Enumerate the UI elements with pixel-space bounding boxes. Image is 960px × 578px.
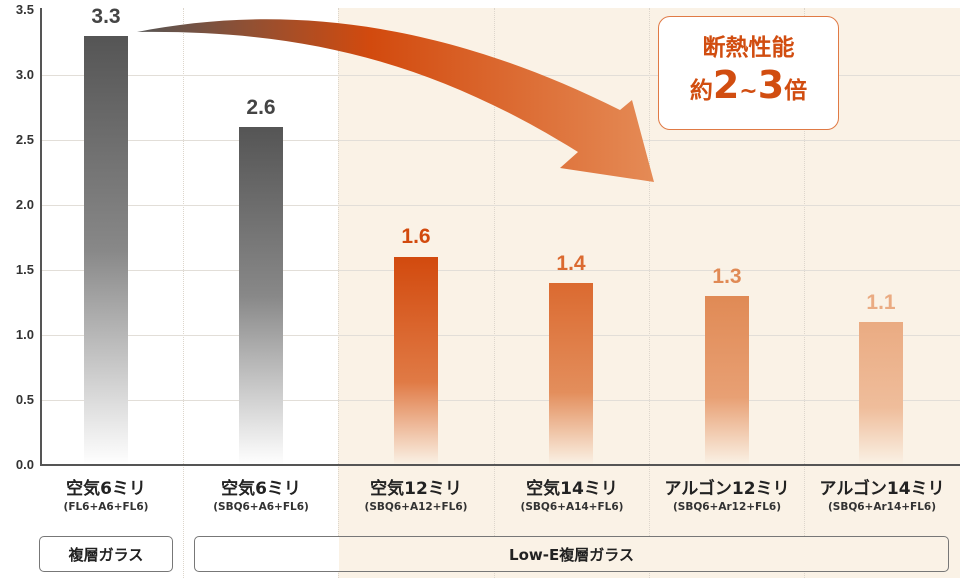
y-tick: 1.0 (15, 327, 34, 342)
value-label: 1.4 (556, 252, 586, 275)
y-tick: 0.5 (15, 392, 34, 407)
value-label: 3.3 (91, 5, 121, 28)
gridline-1.5 (41, 270, 960, 271)
y-tick: 3.5 (15, 2, 34, 17)
category-label: アルゴン12ミリ (SBQ6+Ar12+FL6) (664, 479, 790, 513)
callout-title: 断熱性能 (702, 35, 795, 61)
value-label: 1.3 (712, 265, 742, 288)
category-label: 空気12ミリ (SBQ6+A12+FL6) (364, 479, 468, 513)
bar-5 (859, 322, 903, 465)
callout-multiplier: 約2~3倍 (689, 63, 808, 107)
group-label-low-e: Low-E複層ガラス (194, 536, 949, 572)
bar-2 (394, 257, 438, 465)
y-tick: 1.5 (15, 262, 34, 277)
gridline-2.0 (41, 205, 960, 206)
bar-1 (239, 127, 283, 465)
column-separator (494, 8, 495, 578)
group-label-double-glazing: 複層ガラス (39, 536, 173, 572)
gridline-2.5 (41, 140, 960, 141)
y-tick: 0.0 (15, 457, 34, 472)
y-tick: 3.0 (15, 67, 34, 82)
category-label: 空気6ミリ (FL6+A6+FL6) (63, 479, 149, 513)
y-tick: 2.0 (15, 197, 34, 212)
value-label: 1.6 (401, 225, 431, 248)
insulation-callout: 断熱性能 約2~3倍 (658, 16, 839, 130)
category-label: アルゴン14ミリ (SBQ6+Ar14+FL6) (819, 479, 945, 513)
bar-4 (705, 296, 749, 465)
column-separator (649, 8, 650, 578)
x-axis (40, 464, 960, 466)
gridline-0.5 (41, 400, 960, 401)
bar-3 (549, 283, 593, 465)
column-separator (338, 8, 339, 578)
category-label: 空気6ミリ (SBQ6+A6+FL6) (213, 479, 309, 513)
y-tick: 2.5 (15, 132, 34, 147)
bar-0 (84, 36, 128, 465)
gridline-1.0 (41, 335, 960, 336)
y-axis (40, 8, 42, 466)
value-label: 2.6 (246, 96, 276, 119)
column-separator (183, 8, 184, 578)
value-label: 1.1 (866, 291, 896, 314)
column-separator (804, 8, 805, 578)
category-label: 空気14ミリ (SBQ6+A14+FL6) (520, 479, 624, 513)
